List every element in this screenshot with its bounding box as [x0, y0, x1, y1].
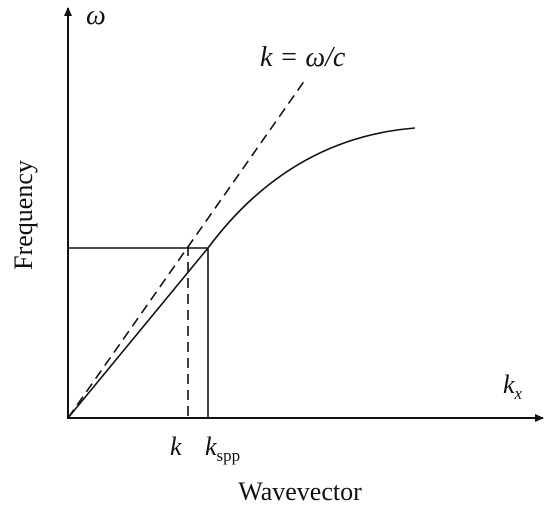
light-line [67, 79, 306, 419]
symbol-main: k [205, 432, 217, 461]
y-axis-title: Frequency [9, 160, 38, 270]
symbol-sub: spp [217, 446, 241, 465]
spp-dispersion-curve [67, 127, 416, 419]
y-axis-symbol: ω [86, 0, 106, 31]
x-axis-title: Wavevector [238, 477, 362, 506]
symbol-sub: x [514, 384, 523, 403]
x-axis-symbol: kx [503, 370, 523, 403]
axes [64, 7, 544, 422]
symbol-main: k [503, 370, 515, 399]
kspp-marker: kspp [205, 432, 240, 465]
light-line-label: k = ω/c [260, 42, 346, 73]
k-marker: k [170, 432, 182, 461]
